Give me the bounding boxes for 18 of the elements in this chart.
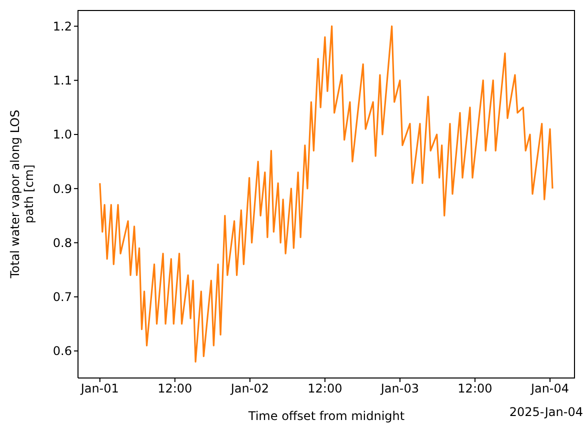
x-axis-title: Time offset from midnight (247, 409, 405, 423)
line-series (99, 25, 554, 363)
y-tick-label: 0.6 (52, 344, 72, 358)
y-tick-label: 0.8 (52, 236, 72, 250)
x-tick-label: Jan-01 (80, 382, 119, 396)
x-tick-label: Jan-02 (230, 382, 269, 396)
x-tick-label: 12:00 (308, 382, 342, 396)
x-tick-label: Jan-03 (380, 382, 420, 396)
x-tick-label: 12:00 (158, 382, 192, 396)
y-tick-label: 1.1 (52, 74, 72, 88)
y-tick-label: 1.2 (52, 19, 72, 34)
y-tick-label: 0.7 (52, 290, 72, 304)
y-tick-label: 1.0 (52, 128, 72, 142)
x-tick-label: Jan-04 (530, 382, 570, 396)
text: 2025-Jan-04 (509, 405, 583, 419)
y-tick-label: 0.9 (52, 182, 72, 196)
y-axis-title: Total water vapor along LOS path [cm] (8, 110, 36, 280)
x-tick-label: 12:00 (458, 382, 492, 396)
